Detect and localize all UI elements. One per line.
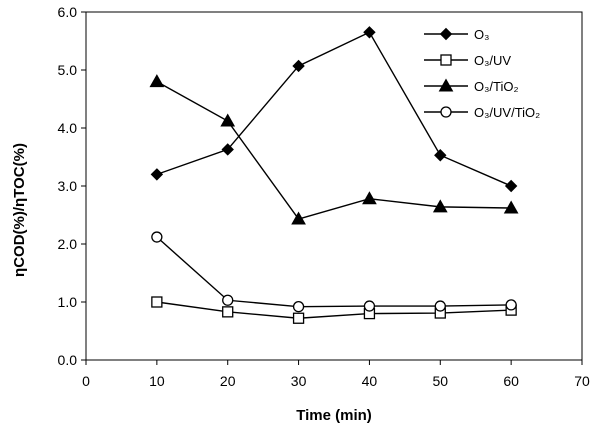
y-tick-label: 4.0 — [58, 120, 78, 136]
x-tick-label: 30 — [291, 373, 307, 389]
data-point — [363, 300, 376, 312]
x-tick-label: 60 — [503, 373, 519, 389]
data-point — [151, 231, 163, 243]
legend: O₃ O₃/UV O₃/TiO₂ O₃/UV/TiO₂ — [424, 27, 540, 120]
data-point — [363, 26, 376, 39]
legend-label: O₃/TiO₂ — [474, 79, 519, 94]
series-4 — [151, 231, 517, 313]
y-axis-label: ηCOD(%)/ηTOC(%) — [11, 143, 28, 277]
series-line — [156, 236, 512, 308]
series-1 — [150, 26, 518, 193]
data-point — [292, 312, 305, 324]
series-line — [156, 31, 512, 187]
x-tick-label: 40 — [362, 373, 378, 389]
legend-label: O₃/UV — [474, 53, 511, 68]
data-point — [292, 59, 305, 73]
data-point — [503, 200, 519, 214]
y-tick-label: 5.0 — [58, 62, 78, 78]
series-line — [156, 301, 512, 319]
x-axis-label: Time (min) — [296, 407, 372, 424]
data-point — [220, 113, 236, 127]
x-tick-label: 0 — [82, 373, 90, 389]
data-point — [150, 168, 164, 181]
legend-marker — [439, 27, 453, 41]
data-point — [434, 300, 446, 312]
data-point — [291, 211, 306, 225]
y-tick-label: 3.0 — [58, 178, 78, 194]
legend-marker — [440, 54, 452, 66]
legend-marker — [440, 106, 452, 118]
data-point — [432, 199, 448, 213]
x-tick-label: 70 — [574, 373, 590, 389]
y-tick-label: 6.0 — [58, 4, 78, 20]
series-2 — [151, 296, 517, 324]
x-tick-label: 50 — [432, 373, 448, 389]
legend-marker — [438, 78, 454, 92]
legend-label: O₃/UV/TiO₂ — [474, 105, 540, 120]
data-point — [362, 191, 377, 205]
data-point — [222, 306, 234, 318]
y-tick-label: 0.0 — [58, 352, 78, 368]
x-tick-label: 10 — [149, 373, 165, 389]
y-tick-label: 2.0 — [58, 236, 78, 252]
y-tick-label: 1.0 — [58, 294, 78, 310]
series-layer — [149, 26, 519, 324]
axes: 0.0 1.0 2.0 3.0 4.0 5.0 6.0 0 10 20 30 40 50 60 70 — [58, 4, 590, 389]
data-point — [151, 296, 163, 308]
data-point — [222, 294, 234, 306]
data-point — [292, 300, 305, 313]
data-point — [505, 299, 517, 311]
data-point — [434, 149, 447, 162]
data-point — [504, 179, 518, 193]
series-3 — [149, 74, 519, 225]
legend-entry-1: O₃ — [424, 27, 489, 42]
legend-entry-3: O₃/TiO₂ — [424, 78, 519, 94]
data-point — [149, 74, 165, 88]
legend-entry-2: O₃/UV — [424, 53, 511, 68]
series-line — [156, 80, 512, 220]
legend-entry-4: O₃/UV/TiO₂ — [424, 105, 540, 120]
data-point — [221, 143, 234, 156]
x-tick-label: 20 — [220, 373, 236, 389]
legend-label: O₃ — [474, 27, 489, 42]
